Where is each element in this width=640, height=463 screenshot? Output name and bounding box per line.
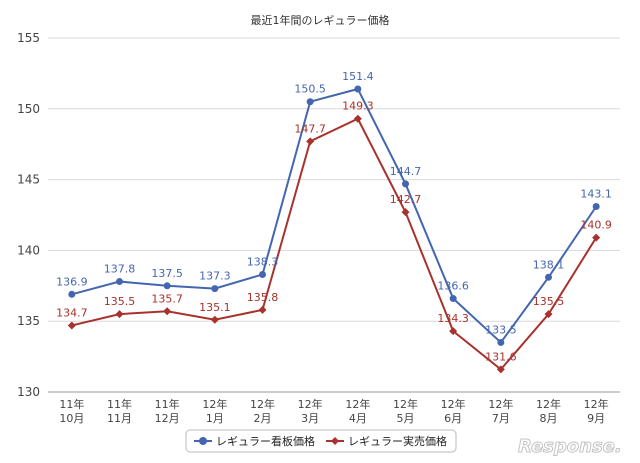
x-tick-label-year: 11年 bbox=[59, 397, 84, 411]
x-tick-label-year: 12年 bbox=[488, 397, 513, 411]
data-label: 137.5 bbox=[151, 267, 183, 280]
y-tick-label: 150 bbox=[17, 102, 40, 116]
data-point bbox=[163, 282, 171, 290]
legend-label-0: レギュラー看板価格 bbox=[216, 434, 315, 448]
data-label: 140.9 bbox=[580, 219, 612, 232]
data-point bbox=[67, 321, 76, 330]
data-point bbox=[116, 278, 123, 286]
y-axis: 130 135 140 145 150 155 bbox=[17, 31, 40, 399]
data-label: 137.8 bbox=[104, 263, 136, 276]
data-point bbox=[545, 273, 552, 281]
x-tick-label-month: 11月 bbox=[107, 412, 132, 425]
data-point bbox=[258, 305, 267, 314]
x-tick-label-year: 12年 bbox=[584, 397, 609, 411]
data-label: 147.7 bbox=[294, 122, 326, 135]
x-tick-label-month: 6月 bbox=[444, 412, 462, 425]
x-tick-label-year: 12年 bbox=[441, 397, 466, 411]
x-tick-label-month: 1月 bbox=[206, 412, 224, 425]
data-point bbox=[592, 233, 601, 242]
data-point bbox=[449, 327, 458, 336]
x-tick-label-month: 8月 bbox=[540, 412, 558, 425]
data-label: 138.1 bbox=[533, 258, 565, 271]
series-line-1 bbox=[71, 117, 598, 371]
data-label: 136.6 bbox=[437, 280, 469, 293]
x-tick-label-month: 9月 bbox=[587, 412, 605, 425]
data-label: 138.3 bbox=[247, 255, 279, 268]
data-label: 135.7 bbox=[151, 292, 183, 305]
y-tick-label: 135 bbox=[17, 314, 40, 328]
x-tick-label-year: 12年 bbox=[202, 397, 227, 411]
data-point bbox=[115, 310, 124, 319]
data-label: 150.5 bbox=[294, 83, 326, 96]
data-label: 135.1 bbox=[199, 301, 231, 314]
data-point bbox=[211, 285, 219, 293]
data-point bbox=[496, 365, 505, 374]
x-tick-label-year: 11年 bbox=[155, 397, 180, 411]
data-label: 144.7 bbox=[390, 165, 422, 178]
y-tick-label: 130 bbox=[17, 385, 40, 399]
data-point bbox=[306, 98, 314, 106]
data-point bbox=[353, 114, 362, 123]
series-line-0 bbox=[71, 87, 597, 344]
x-tick-label-year: 12年 bbox=[250, 397, 275, 411]
x-tick-label-year: 12年 bbox=[393, 397, 418, 411]
legend: レギュラー看板価格 レギュラー実売価格 bbox=[185, 429, 457, 453]
x-tick-label-year: 12年 bbox=[536, 397, 561, 411]
data-label: 149.3 bbox=[342, 100, 374, 113]
y-tick-label: 155 bbox=[17, 31, 40, 45]
data-point bbox=[402, 180, 409, 188]
x-tick-label-month: 7月 bbox=[492, 412, 510, 425]
data-label: 131.6 bbox=[485, 350, 517, 363]
data-label: 151.4 bbox=[342, 70, 374, 83]
data-point bbox=[544, 310, 553, 319]
gridlines bbox=[48, 37, 620, 393]
series-group: 136.9 137.8 137.5 137.3 138.3 150.5 151.4 144.7… bbox=[56, 70, 612, 374]
x-tick-label-month: 5月 bbox=[397, 412, 415, 425]
data-label: 134.7 bbox=[56, 306, 88, 319]
data-label: 134.3 bbox=[437, 312, 469, 325]
x-tick-label-month: 4月 bbox=[349, 412, 367, 425]
data-point bbox=[306, 137, 315, 146]
data-label: 135.5 bbox=[104, 295, 136, 308]
data-label: 137.3 bbox=[199, 270, 231, 283]
data-label: 136.9 bbox=[56, 275, 88, 288]
x-tick-label-month: 12月 bbox=[155, 412, 180, 425]
legend-label-1: レギュラー実売価格 bbox=[348, 434, 447, 448]
data-point bbox=[354, 85, 362, 93]
watermark-text: Response. bbox=[518, 436, 622, 457]
x-tick-label-month: 3月 bbox=[301, 412, 319, 425]
data-point bbox=[68, 290, 76, 298]
y-tick-label: 140 bbox=[17, 243, 40, 257]
data-point bbox=[592, 203, 600, 211]
data-label: 133.5 bbox=[485, 323, 517, 336]
data-point bbox=[497, 338, 505, 346]
data-point bbox=[163, 307, 172, 316]
data-point bbox=[449, 295, 457, 303]
data-label: 135.8 bbox=[247, 291, 279, 304]
x-axis: 11年10月11年11月11年12月12年1月12年2月12年3月12年4月12… bbox=[59, 397, 608, 425]
x-tick-label-year: 12年 bbox=[345, 397, 370, 411]
data-point bbox=[401, 208, 410, 217]
y-tick-label: 145 bbox=[17, 173, 40, 187]
legend-box bbox=[185, 429, 457, 453]
response-watermark-logo: Response. bbox=[518, 436, 623, 458]
x-tick-label-month: 10月 bbox=[59, 412, 84, 425]
legend-marker-1 bbox=[331, 437, 339, 445]
legend-marker-0 bbox=[199, 437, 207, 445]
data-point bbox=[259, 270, 266, 278]
data-label: 142.7 bbox=[390, 193, 422, 206]
data-label: 135.5 bbox=[533, 295, 565, 308]
data-label: 143.1 bbox=[580, 188, 612, 201]
data-point bbox=[210, 315, 219, 324]
x-tick-label-year: 11年 bbox=[107, 397, 132, 411]
chart-title: 最近1年間のレギュラー価格 bbox=[251, 13, 390, 27]
x-tick-label-month: 2月 bbox=[254, 412, 272, 425]
x-tick-label-year: 12年 bbox=[298, 397, 323, 411]
